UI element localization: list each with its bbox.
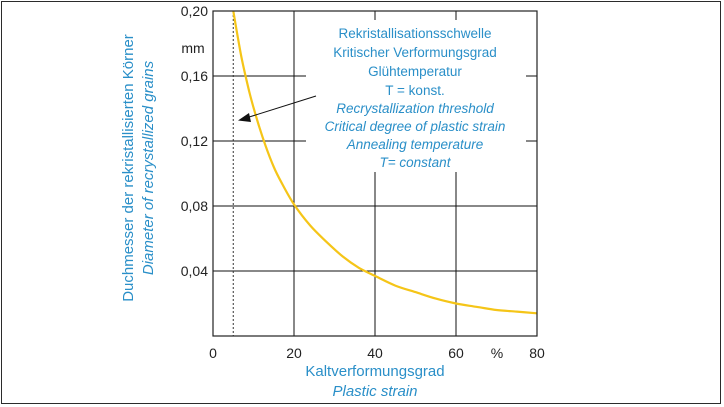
x-axis-label: Kaltverformungsgrad xyxy=(305,363,444,380)
x-tick-label: 40 xyxy=(367,345,383,361)
y-unit-label: mm xyxy=(181,40,204,56)
x-tick-label: 60 xyxy=(448,345,464,361)
y-tick-label: 0,12 xyxy=(181,133,208,149)
annotation-line: T = konst. xyxy=(385,83,444,98)
annotation-line-en: Recrystallization threshold xyxy=(336,101,494,116)
annotation-line: Glühtemperatur xyxy=(368,64,462,79)
annotation-box xyxy=(306,20,526,172)
annotation-line-en: Critical degree of plastic strain xyxy=(325,119,506,134)
y-tick-label: 0,08 xyxy=(181,198,208,214)
y-tick-label: 0,04 xyxy=(181,263,208,279)
x-axis-label-en: Plastic strain xyxy=(332,383,417,400)
tick-labels: 0 20 40 60 80 0,04 0,08 0,12 0,16 0,20 xyxy=(181,3,545,361)
grain-size-curve xyxy=(232,10,538,315)
y-tick-label: 0,16 xyxy=(181,68,208,84)
x-unit-label: % xyxy=(491,345,503,361)
x-tick-label: 20 xyxy=(286,345,302,361)
y-axis-label-en: Diameter of recrystallized grains xyxy=(140,60,157,275)
y-tick-label: 0,20 xyxy=(181,3,208,19)
annotation-text: Rekristallisationsschwelle Kritischer Ve… xyxy=(325,26,506,170)
annotation-line-en: T= constant xyxy=(380,155,452,170)
x-tick-label: 0 xyxy=(209,345,217,361)
annotation-line-en: Annealing temperature xyxy=(346,137,484,152)
annotation-arrow xyxy=(238,95,317,122)
y-axis-label: Duchmesser der rekristallisierten Körner xyxy=(120,34,137,302)
annotation-line: Kritischer Verformungsgrad xyxy=(333,45,497,60)
plot-area xyxy=(212,10,538,337)
x-tick-label: 80 xyxy=(529,345,545,361)
annotation-line: Rekristallisationsschwelle xyxy=(338,26,491,41)
